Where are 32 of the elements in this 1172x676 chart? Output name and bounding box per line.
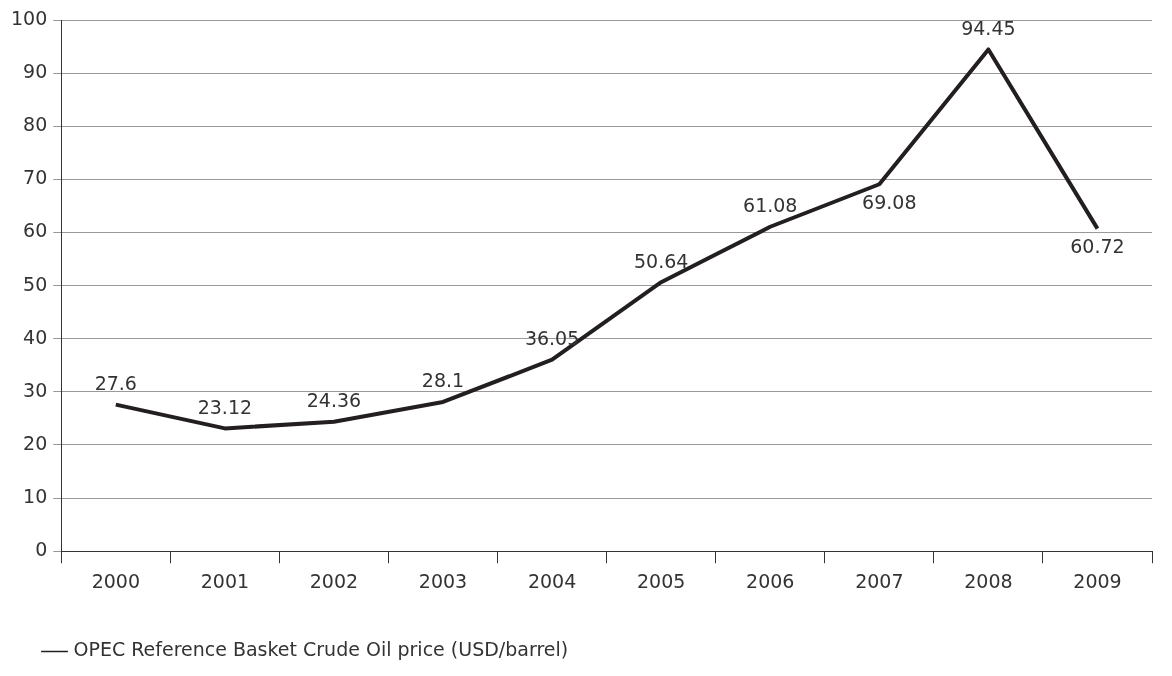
x-tick-label: 2006 [746,569,795,592]
data-label: 60.72 [1070,235,1125,258]
data-label: 23.12 [197,395,253,418]
data-label: 28.1 [421,369,465,392]
x-tick-label: 2004 [527,569,577,592]
y-tick-label: 30 [23,378,48,401]
x-tick-label: 2002 [309,569,359,592]
x-tick-label: 2003 [418,569,468,592]
x-tick-label: 2007 [855,569,904,592]
x-tick-label: 2001 [200,569,250,592]
y-tick-label: 0 [35,538,48,561]
y-tick-label: 10 [23,485,48,508]
x-tick-label: 2009 [1073,569,1122,592]
legend-label: OPEC Reference Basket Crude Oil price (USD/barrel) [73,638,569,661]
data-label: 36.05 [524,327,580,350]
y-tick-label: 90 [23,60,48,83]
x-tick-label: 2005 [636,569,686,592]
x-tick-label: 2000 [91,569,140,592]
y-tick-label: 70 [23,166,48,189]
y-tick-label: 60 [23,219,48,242]
data-label: 61.08 [743,194,798,217]
y-tick-label: 40 [23,325,48,348]
data-label: 27.6 [94,372,137,395]
x-tick-label: 2008 [964,569,1013,592]
y-tick-label: 80 [23,113,48,136]
data-label: 24.36 [306,389,362,412]
data-label: 94.45 [961,16,1016,39]
y-tick-label: 50 [23,272,48,295]
data-label: 50.64 [633,249,689,272]
y-tick-label: 100 [11,6,48,29]
data-label: 69.08 [862,190,917,213]
y-tick-label: 20 [23,431,48,454]
